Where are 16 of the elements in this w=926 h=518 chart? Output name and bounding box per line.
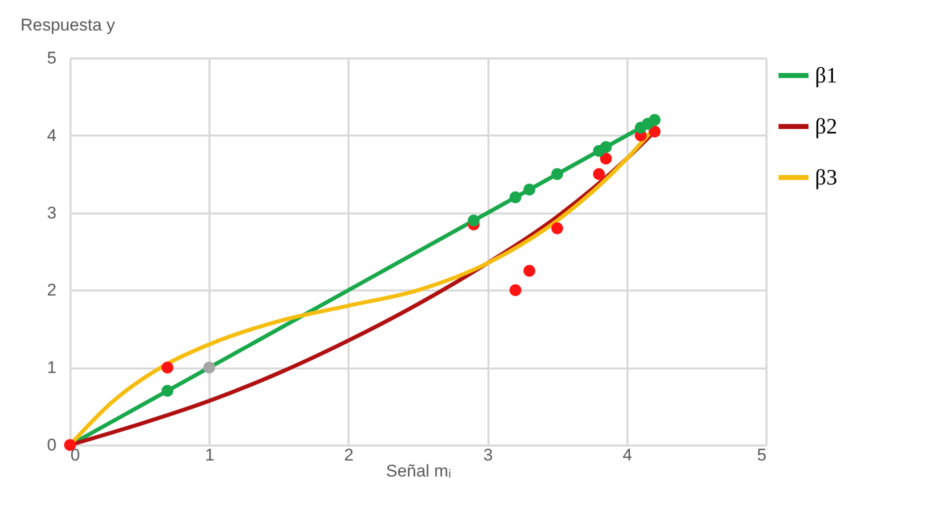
x-tick-label: 0 xyxy=(70,446,80,464)
x-tick-label: 2 xyxy=(344,446,354,464)
x-tick-label: 3 xyxy=(483,446,493,464)
x-axis-title: Señal mᵢ xyxy=(386,462,452,480)
y-axis-title: Respuesta y xyxy=(20,16,116,34)
y-tick-label: 1 xyxy=(47,358,56,378)
x-tick-label: 1 xyxy=(204,446,214,464)
y-tick-label: 3 xyxy=(47,203,56,222)
legend-label: β2 xyxy=(815,114,838,138)
y-tick-label: 2 xyxy=(47,280,56,300)
y-tick-label: 4 xyxy=(47,126,56,145)
legend-label: β3 xyxy=(815,164,838,190)
x-tick-label: 5 xyxy=(757,446,766,464)
x-tick-label: 4 xyxy=(622,446,632,464)
legend-label: β1 xyxy=(815,62,838,88)
y-tick-label: 5 xyxy=(47,48,56,68)
